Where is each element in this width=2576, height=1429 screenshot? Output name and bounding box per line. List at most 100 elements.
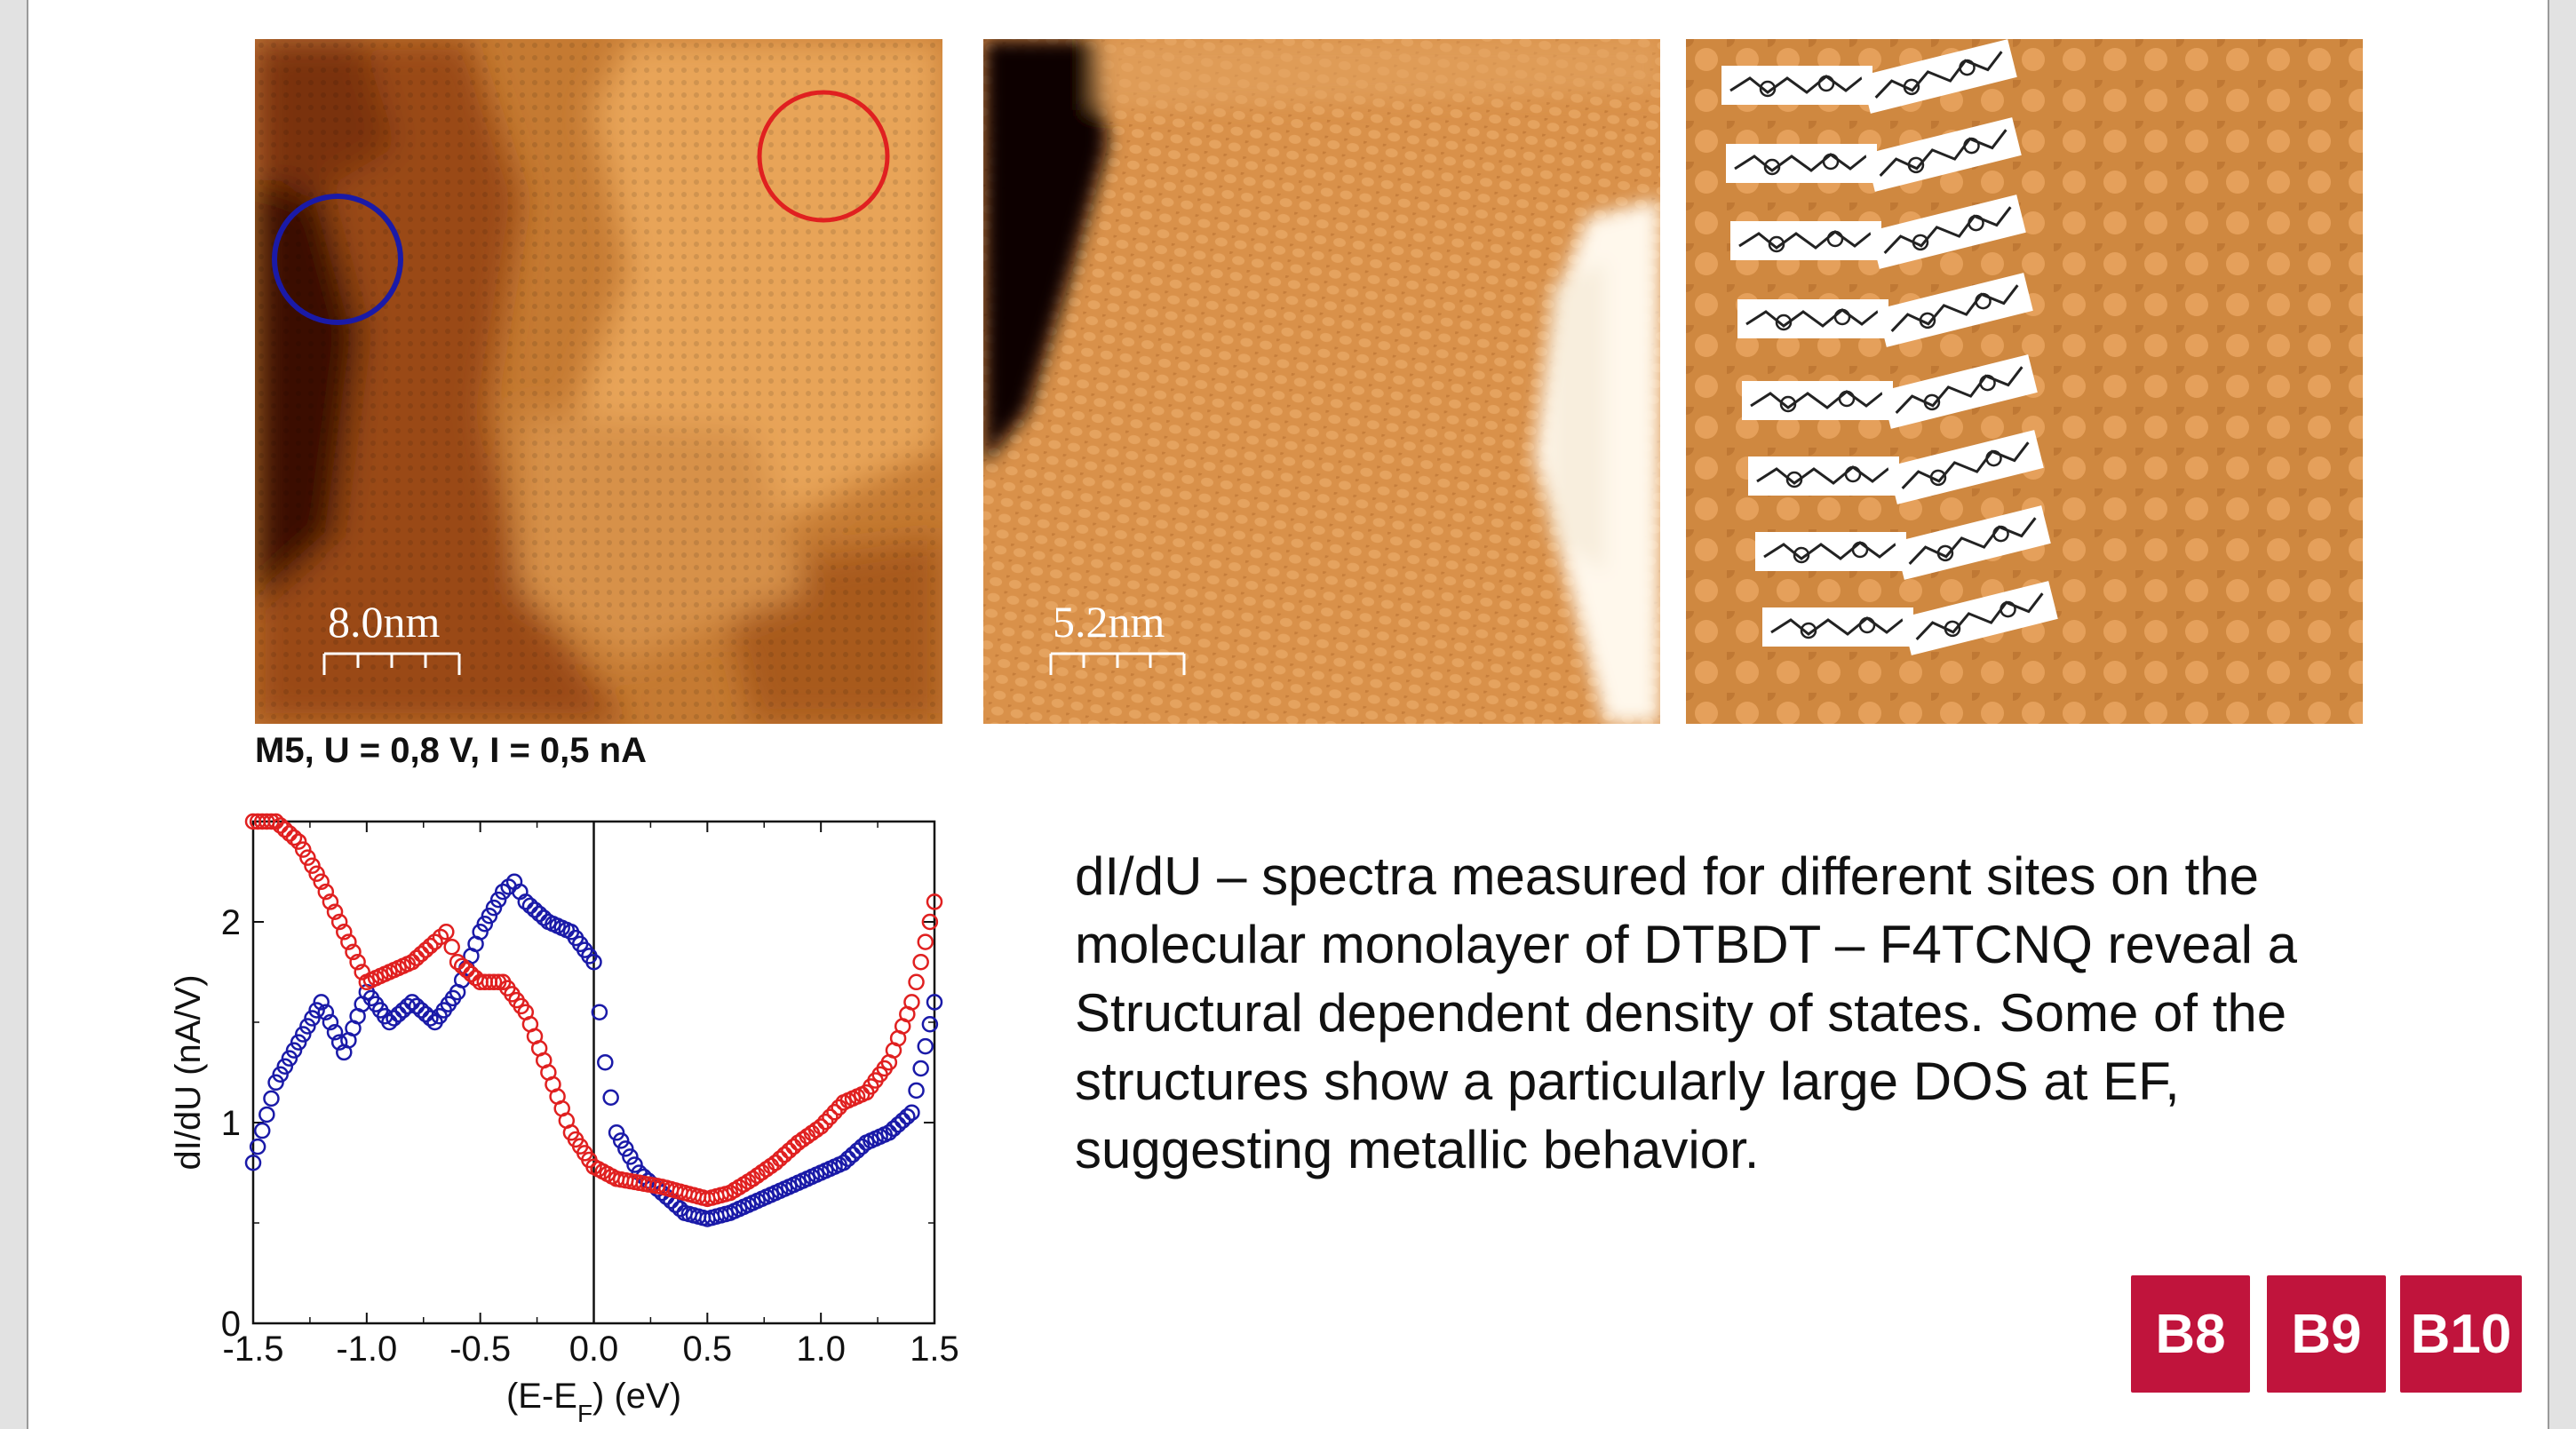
measurement-parameters: M5, U = 0,8 V, I = 0,5 nA — [255, 731, 647, 770]
scale-bar — [322, 652, 461, 675]
data-point — [326, 903, 344, 920]
stm-image-zoom: 5.2nm — [983, 39, 1660, 724]
data-point — [308, 865, 325, 883]
data-point — [412, 1002, 430, 1019]
x-tick-label: 0.0 — [569, 1330, 619, 1369]
red-site-marker — [757, 90, 890, 223]
data-point — [908, 1082, 925, 1100]
data-point — [807, 1121, 825, 1139]
data-point — [767, 1154, 784, 1171]
data-point — [776, 1146, 793, 1163]
data-point — [253, 1122, 271, 1139]
data-point — [294, 841, 312, 858]
data-point — [781, 1142, 798, 1159]
stm-image-zoom-graphic — [983, 39, 1660, 724]
data-point — [530, 905, 548, 923]
data-point — [390, 1005, 407, 1023]
data-point — [422, 937, 439, 955]
data-point — [463, 965, 480, 983]
data-point — [839, 1150, 857, 1167]
data-point — [313, 873, 330, 891]
data-point — [317, 883, 335, 901]
data-point — [903, 1104, 920, 1121]
right-frame — [2548, 0, 2576, 1429]
data-point — [844, 1146, 862, 1163]
badge-b9[interactable]: B9 — [2267, 1275, 2386, 1393]
data-point — [449, 953, 466, 971]
scale-label-2: 5.2nm — [1053, 597, 1165, 647]
y-tick-label: 0 — [221, 1305, 241, 1344]
badge-b10[interactable]: B10 — [2400, 1275, 2522, 1393]
data-point — [912, 953, 929, 971]
y-tick-label: 1 — [221, 1104, 241, 1143]
data-point — [340, 933, 357, 950]
data-point — [485, 973, 503, 991]
scale-bar — [1049, 652, 1186, 675]
data-point — [453, 957, 471, 974]
x-tick-label: 1.0 — [796, 1330, 846, 1369]
data-point — [304, 1010, 321, 1027]
data-point — [521, 897, 539, 915]
data-point — [308, 1002, 325, 1019]
data-point — [880, 1124, 898, 1141]
data-point — [290, 1034, 307, 1051]
data-point — [326, 1024, 344, 1041]
data-point — [517, 893, 535, 910]
data-point — [258, 1106, 275, 1123]
data-point — [285, 1042, 303, 1059]
stm-image-molecular-model-graphic — [1686, 39, 2363, 724]
data-point — [822, 1108, 839, 1125]
data-point — [597, 1053, 614, 1071]
data-point — [458, 961, 475, 979]
x-tick-label: 1.5 — [910, 1330, 959, 1369]
data-point — [322, 1013, 339, 1031]
data-point — [408, 997, 425, 1015]
y-axis-label: dI/dU (nA/V) — [169, 974, 208, 1170]
description-line-3: Structural dependent density of states. … — [1075, 983, 2287, 1043]
data-point — [386, 1010, 402, 1027]
badge-b8[interactable]: B8 — [2131, 1275, 2250, 1393]
data-point — [912, 1060, 929, 1077]
data-point — [526, 901, 544, 918]
data-point — [612, 1132, 630, 1149]
data-point — [903, 994, 920, 1011]
x-tick-label: -0.5 — [449, 1330, 511, 1369]
data-point — [281, 825, 298, 842]
data-point — [917, 933, 934, 950]
data-point — [417, 941, 434, 958]
stm-image-molecular-model — [1686, 39, 2363, 724]
scale-label-1: 8.0nm — [328, 597, 441, 647]
data-point — [472, 924, 489, 941]
data-point — [345, 943, 362, 961]
left-frame — [0, 0, 28, 1429]
data-point — [412, 945, 430, 963]
data-point — [443, 939, 460, 956]
data-point — [285, 829, 303, 846]
data-point — [626, 1156, 643, 1173]
data-point — [249, 1138, 266, 1155]
series-blue-site — [244, 873, 943, 1227]
x-axis-label: (E-EF) (eV) — [506, 1377, 681, 1427]
description-text: dI/dU – spectra measured for different s… — [1075, 842, 2461, 1184]
data-point — [899, 1107, 916, 1125]
data-point — [313, 994, 330, 1011]
data-point — [602, 1089, 619, 1106]
data-point — [422, 1010, 439, 1027]
data-point — [244, 1154, 262, 1171]
data-point — [330, 1034, 348, 1051]
data-point — [631, 1164, 648, 1181]
data-point — [889, 1116, 907, 1133]
series-red-site — [244, 813, 943, 1208]
data-point — [294, 1026, 312, 1043]
data-point — [817, 1113, 834, 1131]
data-point — [322, 893, 339, 910]
stm-image-overview: 8.0nm — [255, 39, 942, 724]
data-point — [908, 973, 925, 991]
data-point — [917, 1037, 934, 1055]
data-point — [267, 1074, 284, 1092]
data-point — [299, 849, 316, 866]
data-point — [885, 1120, 902, 1138]
data-point — [408, 949, 425, 966]
description-line-2: molecular monolayer of DTBDT – F4TCNQ re… — [1075, 915, 2298, 974]
data-point — [481, 907, 498, 925]
